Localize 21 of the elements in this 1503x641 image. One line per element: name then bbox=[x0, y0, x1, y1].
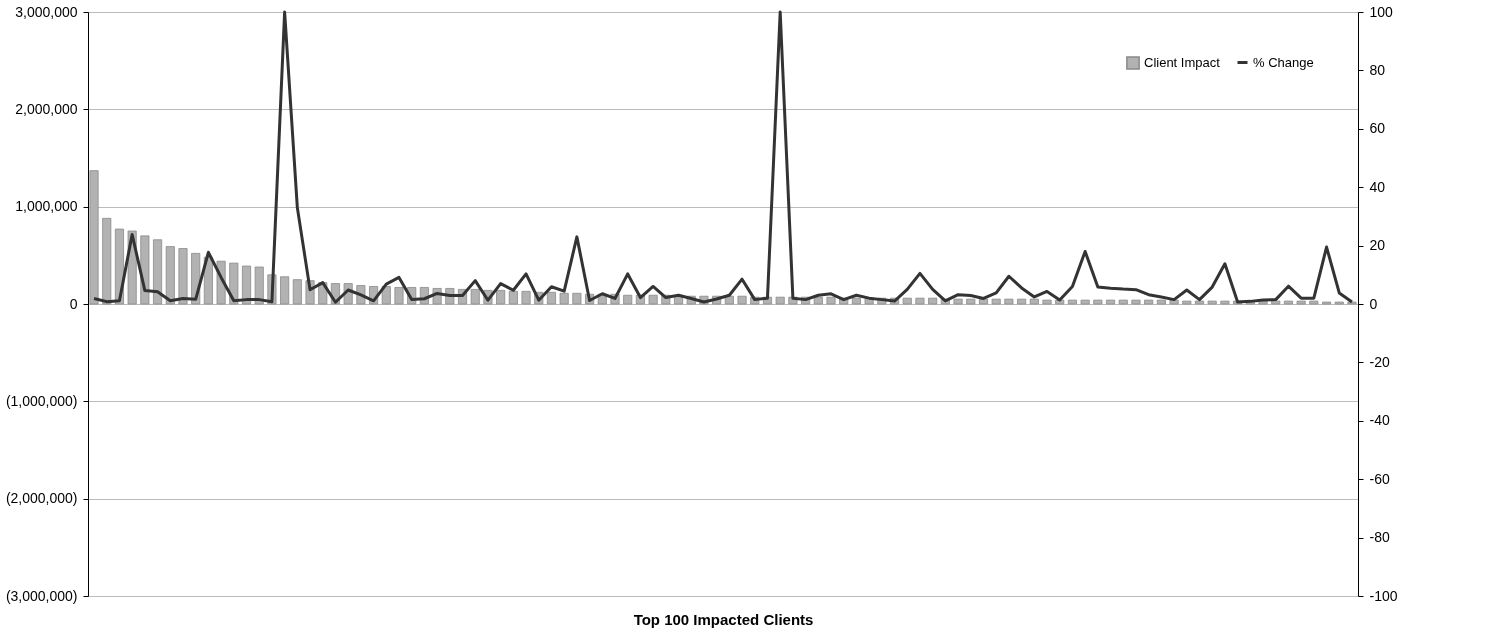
y2-tick-label: -60 bbox=[1369, 470, 1390, 487]
y2-tick-label: 40 bbox=[1369, 178, 1386, 195]
legend-label: Client Impact bbox=[1144, 55, 1221, 70]
y2-tick-label: -40 bbox=[1369, 412, 1390, 429]
y2-tick-label: 100 bbox=[1369, 3, 1394, 20]
y-tick-label: 2,000,000 bbox=[15, 100, 78, 117]
y-tick-label: 1,000,000 bbox=[15, 198, 78, 215]
y2-tick-label: 80 bbox=[1369, 61, 1386, 78]
y2-tick-label: -80 bbox=[1369, 529, 1390, 546]
y2-tick-label: -20 bbox=[1369, 353, 1390, 370]
y-tick-label: (2,000,000) bbox=[5, 490, 78, 507]
y-tick-label: 0 bbox=[69, 295, 78, 312]
y2-tick-label: -100 bbox=[1369, 587, 1398, 604]
y2-tick-label: 0 bbox=[1369, 295, 1378, 312]
legend-label: % Change bbox=[1253, 54, 1314, 70]
y2-tick-label: 20 bbox=[1369, 237, 1386, 254]
y-tick-label: (3,000,000) bbox=[5, 587, 78, 604]
y2-tick-label: 60 bbox=[1369, 120, 1386, 137]
x-axis-title: Top 100 Impacted Clients bbox=[633, 610, 814, 628]
y-tick-label: 3,000,000 bbox=[15, 3, 78, 20]
y-tick-label: (1,000,000) bbox=[5, 392, 78, 409]
